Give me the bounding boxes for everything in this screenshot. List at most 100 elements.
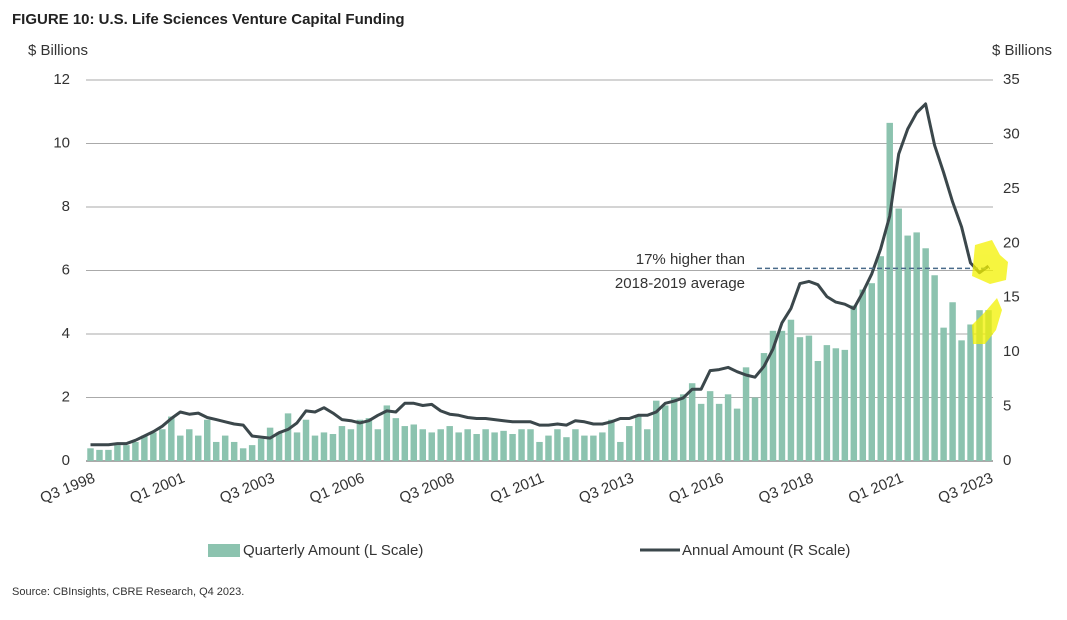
bar: [850, 305, 858, 461]
bar: [751, 397, 759, 461]
plot-area: 0 2 4 6 8 10 12 0 5 10 15 20 25 30 35 Q3 1998 Q1 2001 Q3 …: [38, 71, 1020, 559]
annotation: 2018-2019 average: [615, 275, 745, 292]
bar: [518, 429, 525, 461]
bar: [230, 441, 238, 461]
bar: [284, 413, 292, 461]
y-tick-label: 6: [62, 261, 70, 278]
bar: [895, 208, 902, 461]
y2-tick-label: 15: [1003, 289, 1020, 306]
y2-axis-label: $ Billions: [992, 42, 1052, 59]
y2-tick-label: 25: [1003, 180, 1020, 197]
bar: [159, 429, 166, 461]
bar: [985, 310, 992, 461]
bar: [365, 418, 373, 461]
bar: [132, 441, 139, 461]
y2-tick-label: 35: [1003, 71, 1020, 88]
bar: [940, 327, 947, 461]
bar: [626, 426, 633, 461]
x-tick-label: Q3 2018: [756, 470, 816, 507]
bar: [527, 429, 534, 461]
highlight-shape: [972, 240, 1008, 284]
bar: [87, 448, 94, 461]
bar: [608, 419, 615, 461]
source: Source: CBInsights, CBRE Research, Q4 20…: [12, 586, 244, 598]
bar: [841, 349, 849, 461]
bar: [123, 445, 130, 461]
bar: [635, 416, 642, 461]
bar: [572, 429, 579, 461]
bar: [922, 248, 929, 461]
bar: [195, 435, 202, 461]
bar: [383, 405, 391, 461]
bar: [320, 432, 328, 461]
bar: [724, 394, 732, 461]
bar: [212, 441, 220, 461]
x-tick-label: Q3 2008: [397, 470, 457, 507]
bar: [392, 418, 400, 461]
bar: [742, 367, 750, 461]
y2-tick-label: 0: [1003, 452, 1011, 469]
bar: [338, 426, 346, 461]
bar: [473, 434, 480, 461]
bar: [186, 429, 193, 461]
bar: [688, 383, 696, 461]
bar: [670, 397, 678, 461]
bar: [868, 283, 876, 461]
bar: [760, 353, 768, 461]
x-tick-label: Q1 2011: [488, 470, 547, 507]
bar: [805, 335, 813, 461]
legend-swatch: [208, 544, 240, 557]
bar: [401, 426, 409, 461]
bar: [769, 330, 777, 461]
x-tick-label: Q1 2001: [128, 470, 188, 507]
bar: [706, 391, 714, 461]
bar: [275, 432, 283, 461]
bar: [697, 403, 705, 461]
bar: [823, 345, 831, 461]
bar: [302, 419, 310, 461]
bar: [464, 429, 471, 461]
bar: [168, 416, 175, 461]
bar: [832, 348, 840, 461]
y2-tick-label: 10: [1003, 343, 1020, 360]
bar: [356, 419, 364, 461]
bar: [976, 310, 983, 461]
bar: [778, 330, 786, 461]
bar: [428, 432, 435, 461]
bar: [311, 435, 319, 461]
bar: [266, 427, 274, 461]
bar: [661, 405, 669, 461]
y-tick-label: 0: [62, 452, 70, 469]
bar: [437, 429, 444, 461]
x-tick-label: Q3 2003: [217, 470, 277, 507]
bar: [419, 429, 426, 461]
bar: [536, 441, 543, 461]
bar: [203, 419, 211, 461]
bar: [293, 432, 301, 461]
x-tick-label: Q3 2013: [577, 470, 637, 507]
bar: [509, 434, 516, 461]
bar: [347, 429, 355, 461]
bar: [679, 394, 687, 461]
bar: [221, 435, 229, 461]
bar: [859, 289, 867, 461]
bar: [482, 429, 489, 461]
y2-tick-label: 30: [1003, 125, 1020, 142]
y2-tick-label: 20: [1003, 234, 1020, 251]
bar: [877, 256, 884, 461]
y-tick-label: 10: [53, 134, 70, 151]
legend-label: Annual Amount (R Scale): [682, 542, 850, 559]
x-tick-label: Q1 2016: [666, 470, 726, 507]
bar: [886, 122, 893, 462]
bar: [733, 408, 741, 461]
bar: [787, 319, 795, 461]
bar: [545, 435, 552, 461]
bar: [904, 235, 911, 461]
legend-label: Quarterly Amount (L Scale): [243, 542, 423, 559]
bar: [599, 432, 606, 461]
bar: [374, 429, 382, 461]
bar: [491, 432, 498, 461]
y-axis-label: $ Billions: [28, 42, 88, 59]
bar: [105, 449, 112, 461]
